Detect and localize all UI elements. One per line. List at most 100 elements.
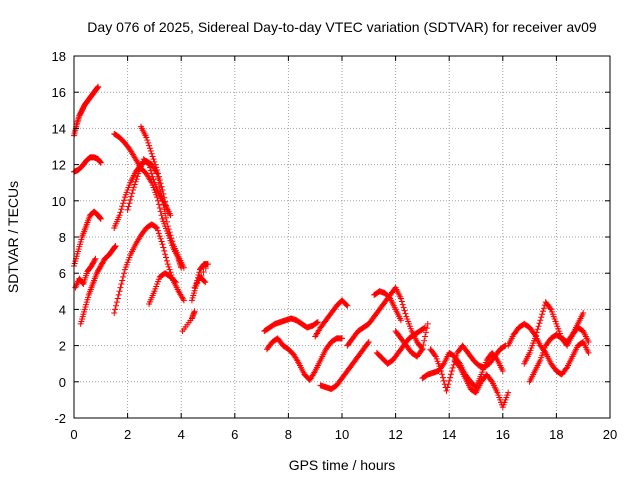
data-point (158, 183, 165, 190)
data-point (159, 186, 166, 193)
data-point (121, 270, 128, 277)
data-point (145, 139, 152, 146)
data-point (422, 329, 429, 336)
data-point (153, 164, 160, 171)
data-point (148, 150, 155, 157)
data-point (171, 278, 178, 285)
data-point (147, 167, 154, 174)
data-point (148, 170, 155, 177)
data-point (493, 355, 500, 362)
data-point (399, 301, 406, 308)
data-point (145, 160, 152, 167)
series-track-n (261, 315, 321, 335)
data-point (132, 178, 139, 185)
data-point (152, 161, 159, 168)
data-point (168, 235, 175, 242)
data-point (431, 352, 438, 359)
series-track-u (392, 320, 431, 360)
data-point (118, 281, 125, 288)
series-track-l (188, 261, 211, 304)
data-point (191, 308, 198, 315)
x-tick-label: 12 (388, 427, 402, 442)
data-point (120, 273, 127, 280)
data-point (113, 299, 120, 306)
data-point (423, 325, 430, 332)
data-point (129, 186, 136, 193)
data-point (536, 320, 543, 327)
data-point (126, 200, 133, 207)
data-point (439, 371, 446, 378)
data-point (134, 173, 141, 180)
data-point (421, 337, 428, 344)
data-point (446, 377, 453, 384)
y-tick-label: 8 (59, 230, 66, 245)
data-point (120, 200, 127, 207)
data-point (147, 148, 154, 155)
series-track-p (317, 338, 372, 393)
data-point (314, 319, 321, 326)
series-track-y (505, 320, 592, 378)
data-point (119, 277, 126, 284)
series-track-q (312, 297, 351, 340)
data-point (539, 311, 546, 318)
data-point (154, 167, 161, 174)
data-point (164, 210, 171, 217)
data-point (534, 326, 541, 333)
y-tick-label: 10 (52, 194, 66, 209)
x-tick-label: 0 (70, 427, 77, 442)
data-point (163, 214, 170, 221)
data-point (533, 329, 540, 336)
data-point (116, 288, 123, 295)
data-point (119, 203, 126, 210)
data-point (418, 347, 425, 354)
y-tick-label: 12 (52, 158, 66, 173)
data-point (157, 180, 164, 187)
data-point (447, 371, 454, 378)
data-point (180, 297, 187, 304)
data-point (112, 243, 119, 250)
data-point (154, 170, 161, 177)
data-point (456, 363, 463, 370)
data-point (540, 305, 547, 312)
y-tick-label: 14 (52, 121, 66, 136)
data-point (146, 142, 153, 149)
data-point (131, 181, 138, 188)
data-point (343, 301, 350, 308)
data-point (580, 310, 587, 317)
y-tick-label: 16 (52, 85, 66, 100)
data-point (130, 184, 137, 191)
data-point (163, 257, 170, 264)
y-axis-label: SDTVAR / TECUs (5, 181, 21, 293)
data-point (365, 338, 372, 345)
data-point (162, 251, 169, 258)
series-track-e (77, 243, 119, 327)
data-point (112, 306, 119, 313)
data-point (118, 206, 125, 213)
data-point (124, 206, 131, 213)
data-point (146, 145, 153, 152)
data-point (143, 134, 150, 141)
x-tick-label: 6 (231, 427, 238, 442)
series-track-j (138, 123, 171, 217)
data-point (112, 302, 119, 309)
data-point (443, 387, 450, 394)
data-point (158, 238, 165, 245)
x-tick-label: 20 (603, 427, 617, 442)
data-point (121, 197, 128, 204)
data-point (422, 333, 429, 340)
data-point (155, 230, 162, 237)
series-track-x (451, 357, 512, 411)
data-point (164, 261, 171, 268)
data-point (402, 310, 409, 317)
data-point (501, 343, 508, 350)
data-point (146, 164, 153, 171)
x-tick-label: 4 (178, 427, 185, 442)
data-point (146, 161, 153, 168)
series-track-aa (526, 324, 592, 385)
data-point (95, 83, 102, 90)
data-point (114, 295, 121, 302)
data-point (155, 201, 162, 208)
data-point (205, 261, 211, 268)
data-point (488, 377, 495, 384)
